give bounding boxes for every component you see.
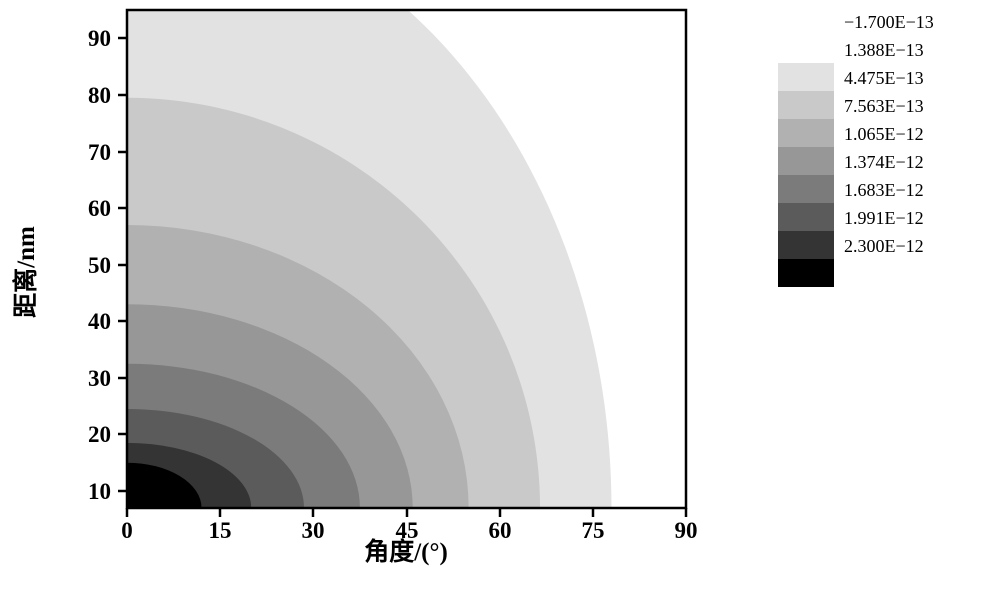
y-axis-title: 距离/nm xyxy=(11,226,40,318)
x-tick-label: 60 xyxy=(489,518,512,543)
x-tick-label: 15 xyxy=(209,518,232,543)
x-tick-label: 90 xyxy=(675,518,698,543)
x-axis-title: 角度/(°) xyxy=(364,537,448,566)
contour-bands xyxy=(127,10,612,508)
legend-swatch xyxy=(778,231,834,259)
x-tick-label: 30 xyxy=(302,518,325,543)
y-tick-label: 90 xyxy=(88,26,111,51)
legend-label: 7.563E−13 xyxy=(844,96,924,116)
legend-swatch xyxy=(778,147,834,175)
legend-label: 1.991E−12 xyxy=(844,208,924,228)
legend-label: 4.475E−13 xyxy=(844,68,924,88)
x-tick-marks xyxy=(125,508,688,517)
contour-band xyxy=(127,462,202,508)
y-tick-label: 20 xyxy=(88,422,111,447)
y-tick-marks xyxy=(118,36,127,493)
legend-label: −1.700E−13 xyxy=(844,12,934,32)
y-tick-label: 10 xyxy=(88,479,111,504)
legend-label: 1.065E−12 xyxy=(844,124,924,144)
x-tick-label: 75 xyxy=(582,518,605,543)
y-tick-label: 80 xyxy=(88,83,111,108)
legend-label: 1.374E−12 xyxy=(844,152,924,172)
legend-swatch xyxy=(778,203,834,231)
y-tick-label: 70 xyxy=(88,140,111,165)
legend-swatch xyxy=(778,35,834,63)
legend-label: 1.683E−12 xyxy=(844,180,924,200)
y-tick-label: 40 xyxy=(88,309,111,334)
legend-swatches xyxy=(778,35,834,287)
y-tick-label: 60 xyxy=(88,196,111,221)
legend-swatch xyxy=(778,119,834,147)
y-tick-label: 50 xyxy=(88,253,111,278)
x-tick-labels: 0 15 30 45 60 75 90 xyxy=(121,518,697,543)
legend-labels: −1.700E−13 1.388E−13 4.475E−13 7.563E−13… xyxy=(844,12,934,256)
x-tick-label: 45 xyxy=(396,518,419,543)
y-tick-labels: 90 80 70 60 50 40 30 20 10 xyxy=(88,26,111,504)
x-tick-label: 0 xyxy=(121,518,133,543)
legend-swatch xyxy=(778,175,834,203)
legend: −1.700E−13 1.388E−13 4.475E−13 7.563E−13… xyxy=(778,12,934,287)
legend-swatch xyxy=(778,91,834,119)
legend-swatch xyxy=(778,63,834,91)
legend-label: 2.300E−12 xyxy=(844,236,924,256)
legend-swatch xyxy=(778,259,834,287)
y-tick-label: 30 xyxy=(88,366,111,391)
legend-label: 1.388E−13 xyxy=(844,40,924,60)
